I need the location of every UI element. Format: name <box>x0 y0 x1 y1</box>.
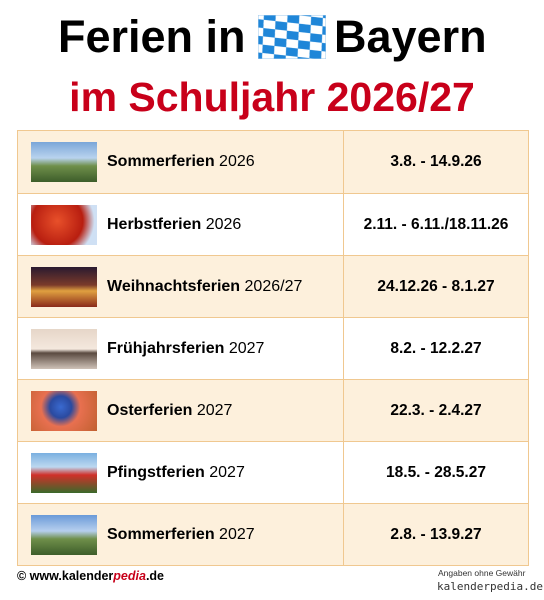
title-start: Ferien in <box>58 11 246 62</box>
thumbnail <box>31 452 97 493</box>
brand-tld: .de <box>145 569 165 583</box>
title-end: Bayern <box>334 11 487 62</box>
holiday-year: 2027 <box>196 401 233 419</box>
holiday-year: 2027 <box>219 525 255 543</box>
holiday-title: Weihnachtsferien <box>107 277 241 295</box>
holiday-dates: 2.11. - 6.11./18.11.26 <box>363 215 509 233</box>
holiday-dates: 18.5. - 28.5.27 <box>386 463 486 481</box>
holiday-name: Sommerferien 2027 <box>107 526 255 544</box>
holiday-name: Frühjahrsferien 2027 <box>107 340 264 358</box>
holiday-cell: Osterferien 2027 <box>18 380 344 441</box>
holiday-dates: 3.8. - 14.9.26 <box>390 153 482 170</box>
holiday-year: 2027 <box>209 463 245 481</box>
holiday-name: Weihnachtsferien 2026/27 <box>107 278 302 296</box>
thumbnail <box>31 328 97 369</box>
holiday-name: Sommerferien 2026 <box>107 153 255 171</box>
holiday-cell: Frühjahrsferien 2027 <box>18 318 344 379</box>
holiday-cell: Sommerferien 2026 <box>18 131 344 193</box>
holiday-title: Sommerferien <box>107 525 215 543</box>
thumbnail <box>31 204 97 245</box>
holiday-cell: Herbstferien 2026 <box>18 194 344 255</box>
thumbnail <box>31 390 97 431</box>
holiday-title: Frühjahrsferien <box>107 339 225 357</box>
brand-accent: pedia <box>113 569 146 583</box>
holiday-title: Sommerferien <box>107 153 215 170</box>
holiday-title: Herbstferien <box>107 215 202 233</box>
brand: kalender <box>61 569 114 583</box>
disclaimer: Angaben ohne Gewähr <box>438 568 526 578</box>
holiday-dates: 24.12.26 - 8.1.27 <box>377 277 495 295</box>
flag <box>258 15 326 59</box>
holiday-name: Herbstferien 2026 <box>107 216 241 234</box>
subtitle: im Schuljahr 2026/27 <box>69 74 475 120</box>
thumbnail <box>31 142 97 182</box>
holiday-title: Pfingstferien <box>107 463 205 481</box>
holiday-dates: 2.8. - 13.9.27 <box>390 525 482 543</box>
copyright: © www.kalenderpedia.de <box>17 569 164 583</box>
thumbnail <box>31 514 97 555</box>
watermark: kalenderpedia.de <box>437 580 543 593</box>
holiday-year: 2026/27 <box>244 277 303 295</box>
holiday-dates: 22.3. - 2.4.27 <box>390 401 482 419</box>
holiday-name: Osterferien 2027 <box>107 402 232 420</box>
thumbnail <box>31 266 97 307</box>
holiday-cell: Sommerferien 2027 <box>18 504 344 565</box>
table-row: Sommerferien 2027 2.8. - 13.9.27 <box>18 503 528 565</box>
table-row: Sommerferien 2026 3.8. - 14.9.26 <box>18 131 528 193</box>
holiday-year: 2026 <box>205 215 242 233</box>
holiday-cell: Pfingstferien 2027 <box>18 442 344 503</box>
holiday-dates: 8.2. - 12.2.27 <box>390 339 482 357</box>
holiday-year: 2027 <box>228 339 265 357</box>
table-row: Pfingstferien 2027 18.5. - 28.5.27 <box>18 441 528 503</box>
table-row: Herbstferien 2026 2.11. - 6.11./18.11.26 <box>18 193 528 255</box>
copyright-prefix: © www. <box>17 569 62 583</box>
holiday-table: Sommerferien 2026 3.8. - 14.9.26 Herbstfer… <box>17 130 529 566</box>
table-row: Frühjahrsferien 2027 8.2. - 12.2.27 <box>18 317 528 379</box>
table-row: Weihnachtsferien 2026/27 24.12.26 - 8.1.2… <box>18 255 528 317</box>
holiday-year: 2026 <box>219 153 255 170</box>
holiday-name: Pfingstferien 2027 <box>107 464 245 482</box>
holiday-cell: Weihnachtsferien 2026/27 <box>18 256 344 317</box>
table-row: Osterferien 2027 22.3. - 2.4.27 <box>18 379 528 441</box>
holiday-title: Osterferien <box>107 401 193 419</box>
